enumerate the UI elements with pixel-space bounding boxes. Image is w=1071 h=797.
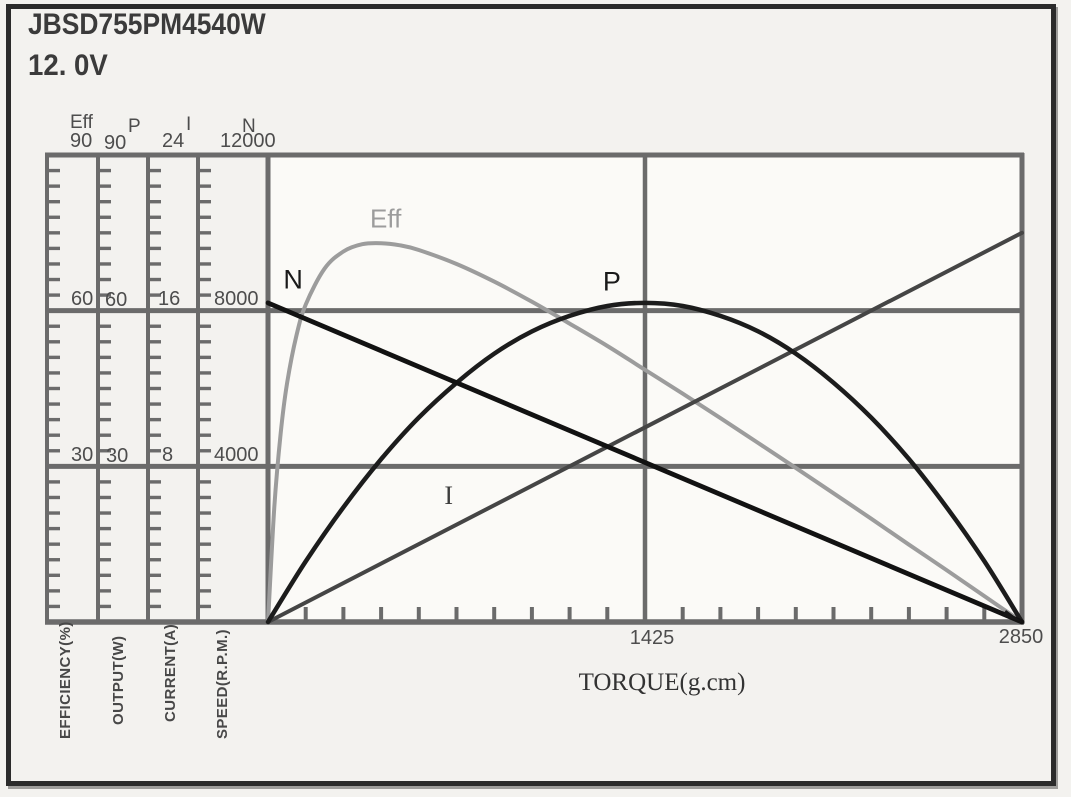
eff-axis-tick-30: 30	[71, 444, 94, 466]
curve-label-speed: N	[283, 264, 303, 295]
voltage-label: 12. 0V	[28, 49, 108, 82]
curve-P	[265, 300, 1025, 625]
output-axis-tick-60: 60	[105, 289, 128, 311]
axis-header-eff: Eff	[70, 112, 93, 133]
eff-axis-tick-60: 60	[71, 288, 94, 310]
axis-header-i: I	[186, 114, 192, 135]
x-tick-2850: 2850	[998, 626, 1044, 648]
output-axis-tick-30: 30	[106, 445, 129, 467]
x-axis-title: TORQUE(g.cm)	[578, 669, 746, 696]
speed-axis-tick-8000: 8000	[214, 288, 259, 310]
eff-axis-tick-90: 90	[70, 130, 93, 152]
speed-axis-tick-4000: 4000	[214, 444, 259, 466]
axis-header-n: N	[242, 116, 256, 137]
output-axis-label: OUTPUT(W)	[110, 635, 127, 725]
output-axis-tick-90: 90	[104, 132, 127, 154]
current-axis-tick-16: 16	[158, 288, 181, 310]
current-axis-tick-24: 24	[162, 130, 185, 152]
curve-N	[265, 300, 1025, 625]
curve-label-efficiency: Eff	[370, 203, 402, 234]
efficiency-axis-label: EFFICIENCY(%)	[57, 621, 74, 739]
axis-header-p: P	[128, 116, 141, 137]
model-title: JBSD755PM4540W	[28, 8, 266, 41]
x-tick-1425: 1425	[629, 627, 675, 649]
current-axis-tick-8: 8	[162, 444, 174, 466]
curve-label-current: I	[444, 481, 454, 511]
curve-I	[266, 230, 1024, 624]
curve-Eff	[266, 241, 1024, 624]
speed-axis-label: SPEED(R.P.M.)	[214, 629, 231, 739]
stall-arrowhead	[1002, 610, 1022, 622]
speed-axis-tick-12000: 12000	[220, 130, 276, 152]
curve-label-power: P	[602, 266, 621, 297]
current-axis-label: CURRENT(A)	[162, 623, 179, 722]
